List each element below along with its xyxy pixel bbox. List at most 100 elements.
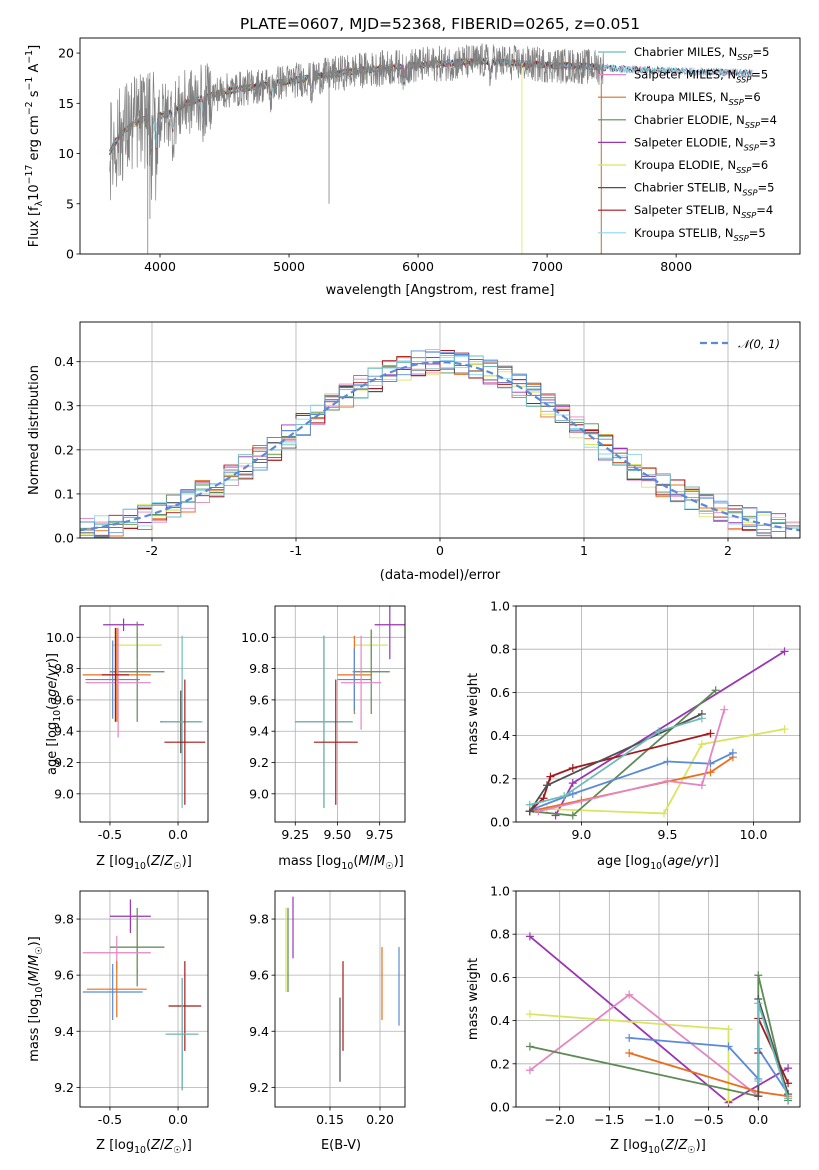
y-tick-label: 9.6: [54, 968, 74, 983]
spectrum-panel: 4000 5000 6000 7000 8000 0 5 10 15 20 wavelength […: [24, 37, 801, 298]
legend-label: Salpeter STELIB, NSSP=4: [634, 203, 773, 220]
mass-weight-marker: [697, 714, 706, 723]
spectrum-traces: [109, 43, 754, 254]
axes-frame: [515, 605, 801, 823]
legend-label: Salpeter ELODIE, NSSP=3: [634, 135, 776, 152]
errorbar-point: [101, 627, 130, 722]
mass-weight-marker: [728, 748, 737, 757]
y-tick-label: 9.8: [249, 912, 269, 927]
legend: 𝒩(0, 1): [700, 337, 780, 351]
normal-reference-curve: [80, 360, 800, 532]
mass-weight-marker: [724, 1042, 733, 1051]
mass-weight-marker: [706, 729, 715, 738]
mass-weight-marker: [525, 800, 534, 809]
errorbar-point: [85, 627, 151, 738]
mass-weight-marker: [525, 1042, 534, 1051]
x-axis-label: age [log10(age/yr)]: [597, 854, 719, 872]
x-tick-label: 9.5: [658, 827, 678, 842]
y-tick-label: 0.0: [490, 1100, 510, 1115]
mass-weight-marker: [724, 1096, 733, 1105]
mass-weight-marker: [625, 1033, 634, 1042]
x-tick-label: −1.0: [644, 1112, 674, 1127]
observed-spectrum: [109, 43, 604, 201]
mass-weight-marker: [711, 686, 720, 695]
x-tick-label: 0.0: [168, 827, 188, 842]
mass-weight-marker: [542, 781, 551, 790]
mass-weight-marker: [525, 932, 534, 941]
y-tick-label: 0.8: [490, 642, 510, 657]
y-tick-label: 0.0: [490, 815, 510, 830]
errorbar-point: [109, 907, 165, 987]
x-tick-label: -2: [146, 543, 158, 558]
mass-weight-marker: [560, 792, 569, 801]
x-tick-label: 0.20: [366, 1112, 394, 1127]
axes-frame: [274, 890, 406, 1108]
y-tick-label: 9.4: [249, 724, 269, 739]
errorbar-point: [109, 899, 151, 934]
y-axis-label: mass [log10(M/M☉)]: [27, 936, 45, 1062]
x-tick-label: 0: [436, 543, 444, 558]
y-tick-label: 0.2: [490, 771, 510, 786]
axes-frame: [79, 37, 801, 255]
errorbars: [82, 618, 206, 808]
y-tick-label: 10.0: [46, 630, 74, 645]
mass-weight-marker: [663, 757, 672, 766]
mass-weight-line: [538, 709, 726, 813]
mass-weight-marker: [697, 740, 706, 749]
x-axis-label: E(B-V): [321, 1138, 361, 1153]
errorbars: [285, 896, 400, 1082]
errorbar-point: [352, 629, 390, 714]
mass-weight-marker: [754, 971, 763, 980]
errorbar-point: [168, 961, 202, 1051]
y-axis-label: Normed distribution: [27, 365, 42, 495]
legend-label: Kroupa STELIB, NSSP=5: [634, 226, 766, 243]
mass-weight-line: [529, 717, 703, 806]
mass-weight-marker: [780, 725, 789, 734]
x-axis-label: wavelength [Angstrom, rest frame]: [326, 283, 555, 298]
y-tick-label: 9.8: [54, 661, 74, 676]
y-tick-label: 0.6: [490, 970, 510, 985]
legend-label: Kroupa ELODIE, NSSP=6: [634, 158, 768, 175]
y-tick-label: 0.8: [490, 927, 510, 942]
y-tick-label: 0.4: [490, 1013, 510, 1028]
y-tick-label: 9.8: [249, 661, 269, 676]
y-tick-label: 0.3: [54, 398, 74, 413]
x-tick-label: -1: [290, 543, 302, 558]
y-tick-label: 10: [58, 146, 74, 161]
legend-label: Kroupa MILES, NSSP=6: [634, 90, 761, 107]
x-tick-label: −0.5: [693, 1112, 723, 1127]
histograms: [80, 349, 800, 538]
errorbar-point: [340, 635, 382, 730]
legend-label: Chabrier MILES, NSSP=5: [634, 45, 769, 62]
mass-weight-marker: [551, 811, 560, 820]
mass-weight-marker: [697, 781, 706, 790]
y-axis-label: Flux [fλ10−17 erg cm−2 s−1 A−1]: [24, 45, 45, 247]
mass-weight-marker: [525, 1066, 534, 1075]
mass-weight-vs-age-panel: 9.0 9.5 10.0 0.0 0.2 0.4 0.6 0.8 1.0 age [log10(a…: [466, 599, 801, 872]
x-tick-label: 9.25: [281, 827, 309, 842]
x-axis-label: Z [log10(Z/Z☉)]: [96, 1138, 192, 1156]
axes-frame: [79, 605, 209, 823]
mass-weight-marker: [525, 1010, 534, 1019]
mass-weight-series: [525, 647, 789, 820]
y-tick-label: 9.6: [249, 692, 269, 707]
mass-weight-marker: [706, 768, 715, 777]
mass-weight-marker: [780, 647, 789, 656]
errorbar-point: [295, 635, 353, 808]
age-vs-metallicity-panel: -0.5 0.0 9.0 9.2 9.4 9.6 9.8 10.0 Z [log10(Z/Z☉)…: [45, 605, 209, 872]
mass-weight-marker: [754, 999, 763, 1008]
errorbar-point: [374, 606, 405, 660]
x-tick-label: 0.15: [316, 1112, 344, 1127]
y-tick-label: 9.6: [249, 968, 269, 983]
mass-vs-ebv-panel: 0.15 0.20 9.2 9.4 9.6 9.8 E(B-V): [249, 890, 406, 1153]
residual-histogram: [80, 353, 800, 536]
y-tick-label: 0.2: [54, 442, 74, 457]
y-tick-label: 0.1: [54, 486, 74, 501]
y-tick-label: 10.0: [241, 630, 269, 645]
errorbar-point: [85, 640, 140, 719]
y-tick-label: 0.6: [490, 685, 510, 700]
y-tick-label: 1.0: [490, 884, 510, 899]
y-tick-label: 1.0: [490, 599, 510, 614]
y-tick-label: 9.4: [54, 724, 74, 739]
errorbar-point: [337, 648, 372, 711]
